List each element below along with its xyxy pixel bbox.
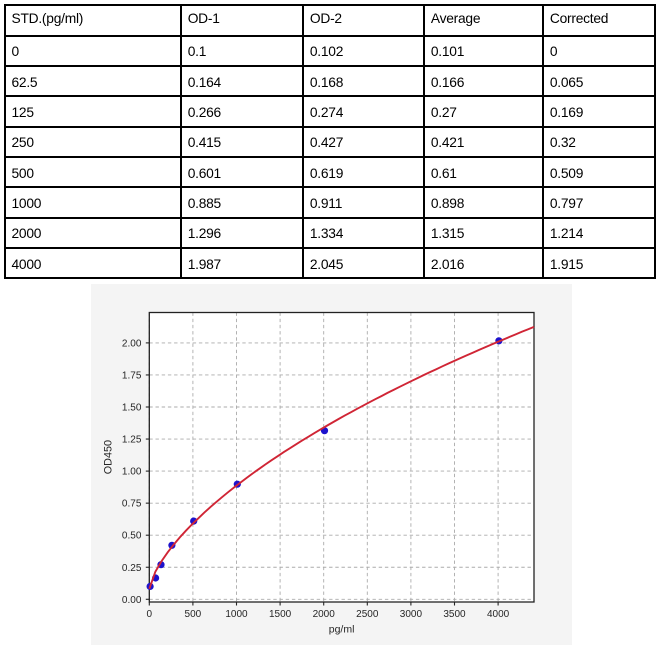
svg-text:1000: 1000: [225, 609, 248, 620]
svg-text:2.00: 2.00: [122, 338, 142, 349]
svg-text:1.00: 1.00: [122, 467, 142, 478]
svg-text:0: 0: [147, 609, 153, 620]
svg-text:1.50: 1.50: [122, 403, 142, 414]
svg-text:500: 500: [185, 609, 202, 620]
svg-text:4000: 4000: [487, 609, 510, 620]
svg-text:0.50: 0.50: [122, 531, 142, 542]
svg-text:pg/ml: pg/ml: [329, 624, 355, 636]
svg-text:3000: 3000: [400, 609, 423, 620]
svg-text:2000: 2000: [313, 609, 336, 620]
svg-text:OD450: OD450: [102, 440, 114, 474]
svg-text:2500: 2500: [356, 609, 379, 620]
svg-text:1.25: 1.25: [122, 435, 142, 446]
svg-text:1.75: 1.75: [122, 370, 142, 381]
svg-text:0.25: 0.25: [122, 563, 142, 574]
svg-text:1500: 1500: [269, 609, 292, 620]
svg-text:0.00: 0.00: [122, 595, 142, 606]
svg-text:3500: 3500: [443, 609, 466, 620]
svg-text:0.75: 0.75: [122, 499, 142, 510]
